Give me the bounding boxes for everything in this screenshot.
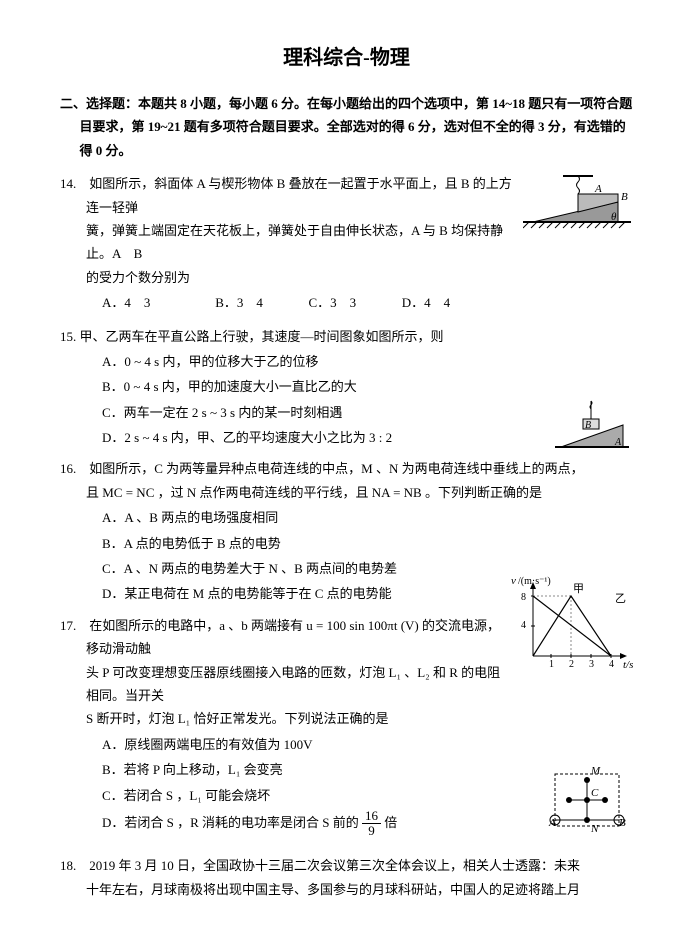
q18-stem-line1: 18. 2019 年 3 月 10 日，全国政协十三届二次会议第三次全体会议上，… <box>60 854 633 877</box>
svg-text:1: 1 <box>549 659 554 670</box>
svg-text:乙: 乙 <box>615 592 626 605</box>
svg-text:3: 3 <box>589 659 594 670</box>
q17-option-a: A．原线圈两端电压的有效值为 100V <box>60 733 633 756</box>
q16-stem-line1: 16. 如图所示，C 为两等量异种点电荷连线的中点，M 、N 为两电荷连线中垂线… <box>60 457 633 480</box>
question-15: 15. 甲、乙两车在平直公路上行驶，其速度—时间图象如图所示，则 A．0 ~ 4… <box>60 325 633 450</box>
page-title: 理科综合-物理 <box>60 40 633 76</box>
q14-option-a: A．4 3 <box>102 291 212 314</box>
svg-text:M: M <box>590 765 601 777</box>
q15-option-a: A．0 ~ 4 s 内，甲的位移大于乙的位移 <box>60 350 633 373</box>
svg-text:8: 8 <box>521 592 526 603</box>
q14-option-b: B．3 4 <box>215 291 305 314</box>
q18-stem-line2: 十年左右，月球南极将出现中国主导、多国参与的月球科研站，中国人的足迹将踏上月 <box>60 878 633 901</box>
q16-stem-line2: 且 MC = NC ，过 N 点作两电荷连线的平行线，且 NA = NB 。下列… <box>60 481 633 504</box>
svg-text:v: v <box>511 575 516 587</box>
svg-text:C: C <box>591 787 599 799</box>
q17-figure: A B C M N + − <box>541 760 633 842</box>
svg-text:θ: θ <box>611 211 617 223</box>
question-14: A B θ 14. 如图所示，斜面体 A 与楔形物体 B 叠放在一起置于水平面上… <box>60 172 633 316</box>
spring-icon <box>577 176 580 194</box>
q16-figure: B A <box>551 397 633 453</box>
svg-text:甲: 甲 <box>573 583 584 595</box>
svg-text:N: N <box>590 823 599 835</box>
q14-figure: A B θ <box>523 174 633 236</box>
svg-text:B: B <box>621 191 628 203</box>
section-instructions: 二、选择题：本题共 8 小题，每小题 6 分。在每小题给出的四个选项中，第 14… <box>60 92 633 162</box>
q14-option-d: D．4 4 <box>402 291 492 314</box>
question-18: 18. 2019 年 3 月 10 日，全国政协十三届二次会议第三次全体会议上，… <box>60 854 633 901</box>
svg-text:4: 4 <box>609 659 614 670</box>
q15-option-b: B．0 ~ 4 s 内，甲的加速度大小一直比乙的大 <box>60 375 633 398</box>
q17-stem-line3: S 断开时，灯泡 L₁ 恰好正常发光。下列说法正确的是 <box>60 707 633 730</box>
svg-text:B: B <box>585 420 591 431</box>
svg-text:A: A <box>594 183 602 195</box>
svg-text:−: − <box>616 815 622 826</box>
svg-text:t/s: t/s <box>623 659 633 671</box>
q15-option-c: C．两车一定在 2 s ~ 3 s 内的某一时刻相遇 <box>60 401 633 424</box>
question-17: v/(m·s⁻¹) t/s 8 4 1 2 3 4 甲 乙 17. 在如图所 <box>60 614 633 846</box>
q16-option-a: A．A 、B 两点的电场强度相同 <box>60 506 633 529</box>
q15-option-d: D．2 s ~ 4 s 内，甲、乙的平均速度大小之比为 3 : 2 <box>60 426 633 449</box>
q14-stem-line3: 的受力个数分别为 <box>60 266 633 289</box>
q14-option-c: C．3 3 <box>309 291 399 314</box>
line-yi <box>533 596 611 656</box>
q15-chart: v/(m·s⁻¹) t/s 8 4 1 2 3 4 甲 乙 <box>511 574 633 672</box>
svg-text:2: 2 <box>569 659 574 670</box>
q15-stem: 15. 甲、乙两车在平直公路上行驶，其速度—时间图象如图所示，则 <box>60 325 633 348</box>
svg-text:4: 4 <box>521 620 526 631</box>
q16-option-b: B．A 点的电势低于 B 点的电势 <box>60 532 633 555</box>
